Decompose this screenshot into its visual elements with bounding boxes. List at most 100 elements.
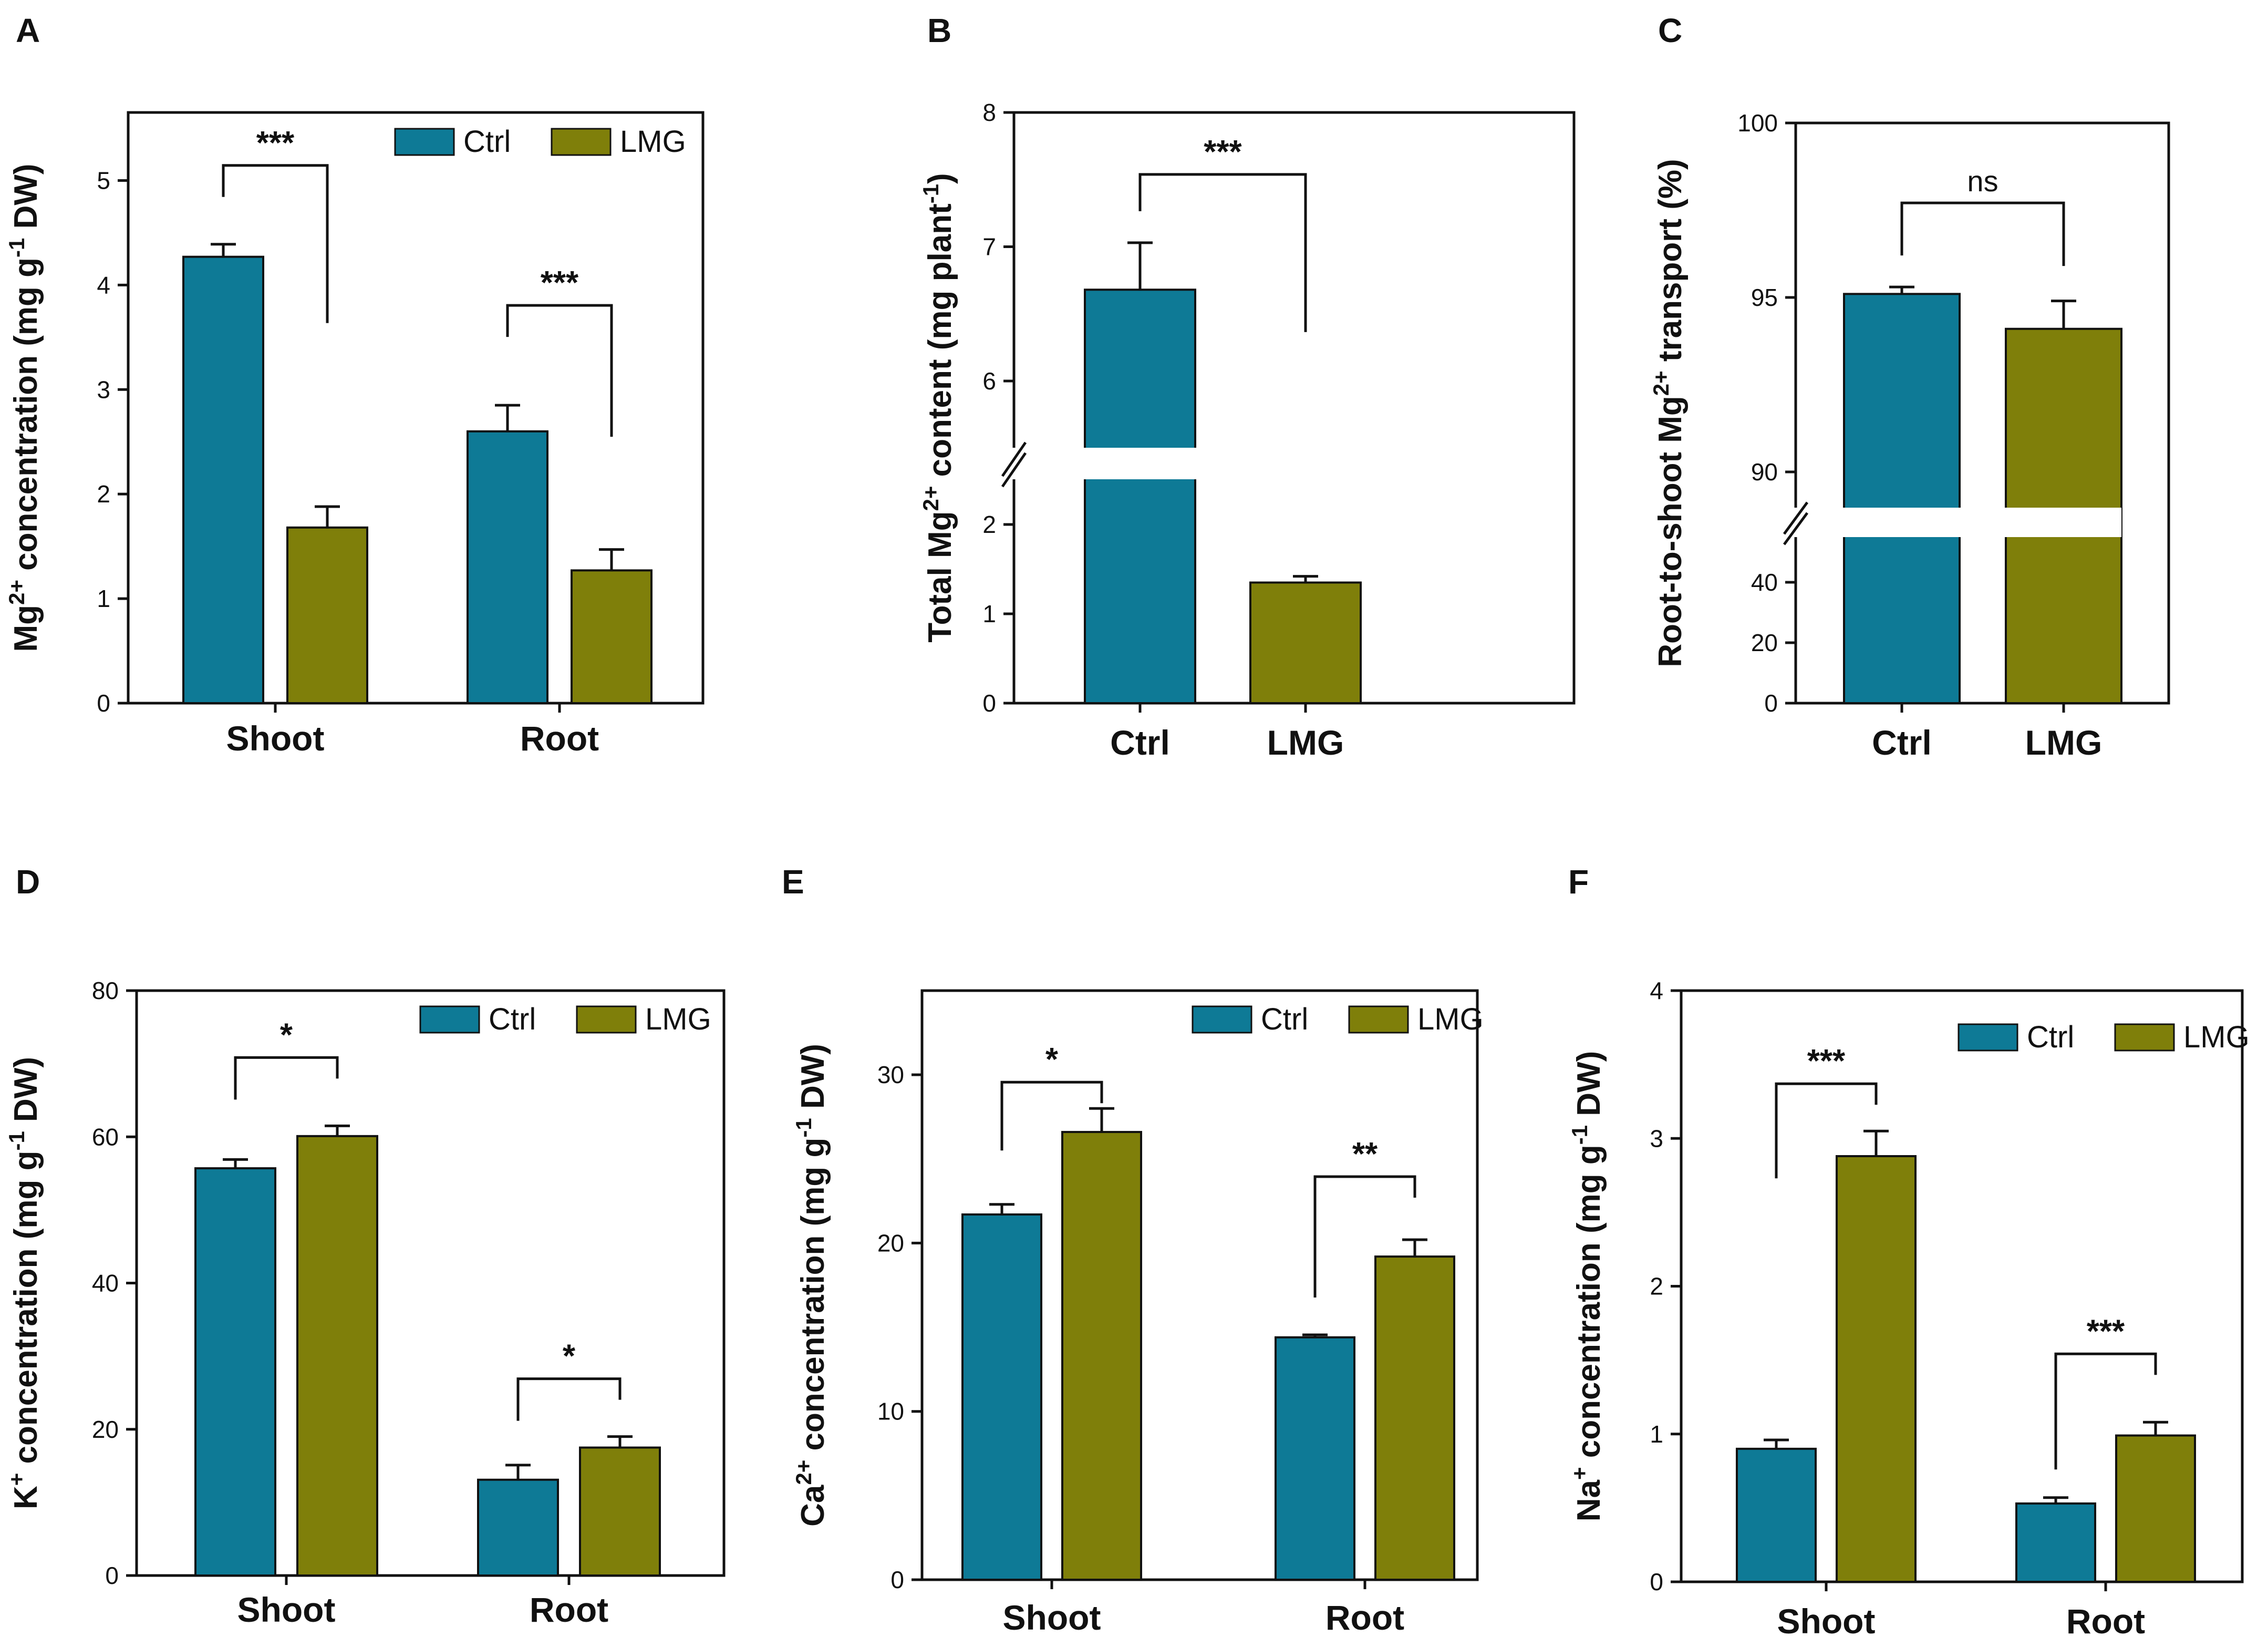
y-tick-label: 8 xyxy=(982,99,996,126)
bar-lmg-shoot xyxy=(286,526,368,704)
significance-bracket xyxy=(1000,1080,1103,1151)
legend-swatch-ctrl xyxy=(1192,1005,1252,1034)
error-bar xyxy=(495,404,520,431)
y-axis-label-part: 2+ xyxy=(4,580,29,605)
plot-frame xyxy=(127,111,705,705)
y-tick-label: 6 xyxy=(982,367,996,395)
y-tick-label: 5 xyxy=(97,167,110,194)
legend-swatch-lmg xyxy=(551,128,612,156)
panel-d: D 0 20 40 60 80 K+ concentration (mg g-1 DW) * S… xyxy=(4,863,726,1629)
axis-break-gap xyxy=(1780,508,2121,537)
y-tick-label: 95 xyxy=(1751,284,1778,311)
x-category-label: Shoot xyxy=(226,719,325,758)
bar-ctrl-shoot xyxy=(1736,1447,1817,1583)
y-axis-label-part: + xyxy=(4,1473,29,1486)
panel-f: F 0 1 2 3 4 Na+ concentration (mg g-1 DW) *** Sh… xyxy=(1567,863,2250,1637)
bar-lmg-root xyxy=(571,569,653,705)
legend-label-ctrl: Ctrl xyxy=(2027,1020,2074,1054)
y-tick-label: 60 xyxy=(92,1123,119,1150)
y-tick-label: 1 xyxy=(97,585,110,612)
y-axis-label-part: Root-to-shoot Mg xyxy=(1652,396,1689,667)
y-axis-label-part: transport (%) xyxy=(1652,159,1689,370)
y-axis-label-part: -1 xyxy=(918,184,943,203)
y-tick-label: 1 xyxy=(982,600,996,627)
error-bar xyxy=(315,505,340,528)
y-tick-label: 2 xyxy=(1650,1273,1663,1300)
y-tick-label: 7 xyxy=(982,233,996,261)
error-bar xyxy=(505,1464,531,1480)
y-axis-label-part: DW) xyxy=(8,1057,44,1131)
y-tick-label: 0 xyxy=(890,1566,904,1593)
error-bar xyxy=(211,243,236,257)
panel-c: C 0 20 40 90 95 100 Root-to-shoot Mg2+ transpor… xyxy=(1649,12,2170,762)
error-bar xyxy=(2051,300,2076,329)
y-tick-label: 40 xyxy=(1751,569,1778,596)
y-axis-label-part: + xyxy=(1567,1467,1592,1480)
significance-bracket xyxy=(1138,173,1307,332)
legend-label-ctrl: Ctrl xyxy=(489,1002,536,1036)
panel-letter: E xyxy=(782,863,804,901)
y-axis-label-part: DW) xyxy=(1571,1051,1607,1125)
error-bar xyxy=(1402,1238,1427,1257)
y-axis-label-part: concentration (mg g xyxy=(795,1138,831,1460)
legend-swatch-lmg xyxy=(1348,1005,1409,1034)
error-bar xyxy=(325,1124,350,1136)
y-axis-label: Mg2+ concentration (mg g-1 DW) xyxy=(4,163,44,652)
error-bar xyxy=(1764,1438,1789,1449)
panel-b: B 0 1 2 6 7 8 Total Mg2+ content (mg plant-1) Ct… xyxy=(918,12,1576,762)
panel-e: E 0 10 20 30 Ca2+ concentration (mg g-1 DW) * S… xyxy=(782,863,1484,1637)
axis-break-mark xyxy=(1783,512,1809,545)
legend-swatch-ctrl xyxy=(1958,1023,2018,1052)
panel-a: A 0 1 2 3 4 5 Mg2+ concentration (mg g-1 DW) ***… xyxy=(4,12,705,758)
x-category-label: Root xyxy=(530,1590,608,1629)
y-axis-label-part: Total Mg xyxy=(922,511,958,642)
y-tick-label: 30 xyxy=(877,1061,904,1088)
legend-label-ctrl: Ctrl xyxy=(1261,1002,1308,1036)
significance-bracket xyxy=(1775,1082,1878,1179)
x-category-label: Ctrl xyxy=(1110,723,1170,762)
error-bar xyxy=(2043,1496,2068,1504)
y-tick-label: 90 xyxy=(1751,458,1778,486)
y-axis-label: Total Mg2+ content (mg plant-1) xyxy=(918,173,958,642)
plot-frame xyxy=(920,989,1479,1581)
x-category-label: LMG xyxy=(2025,723,2103,762)
y-tick-label: 0 xyxy=(105,1562,119,1589)
y-axis-label-part: 2+ xyxy=(1649,370,1673,396)
y-axis-label-part: concentration (mg g xyxy=(1571,1145,1607,1467)
legend-label-ctrl: Ctrl xyxy=(463,125,511,159)
bar-lmg-shoot xyxy=(1836,1155,1917,1583)
error-bar xyxy=(1863,1129,1889,1156)
x-category-label: Root xyxy=(1325,1598,1404,1637)
y-tick-label: 2 xyxy=(982,511,996,538)
y-tick-label: 0 xyxy=(97,689,110,717)
legend-label-lmg: LMG xyxy=(1417,1002,1484,1036)
panel-letter: A xyxy=(16,12,40,49)
y-tick-label: 0 xyxy=(1764,689,1778,717)
bar-ctrl-root xyxy=(1275,1336,1355,1581)
significance-bracket xyxy=(1313,1175,1416,1298)
significance-bracket xyxy=(516,1377,622,1421)
y-tick-label: 20 xyxy=(877,1229,904,1257)
significance-bracket xyxy=(2054,1352,2157,1470)
y-axis-label-part: -1 xyxy=(4,238,29,258)
x-category-label: Shoot xyxy=(237,1590,336,1629)
x-category-label: Ctrl xyxy=(1872,723,1932,762)
y-axis-label-part: 2+ xyxy=(918,486,943,511)
y-axis-label-part: concentration (mg g xyxy=(8,1151,44,1473)
error-bar xyxy=(599,548,624,571)
legend-swatch-ctrl xyxy=(419,1005,480,1034)
bar-ctrl-root xyxy=(477,1478,559,1577)
panel-letter: B xyxy=(927,12,951,49)
error-bar xyxy=(1127,241,1153,290)
bar-ctrl xyxy=(1084,289,1196,704)
bar-ctrl-shoot xyxy=(961,1213,1042,1581)
bar-ctrl-root xyxy=(2015,1502,2096,1583)
x-category-label: Shoot xyxy=(1003,1598,1101,1637)
y-tick-label: 0 xyxy=(982,689,996,717)
legend-label-lmg: LMG xyxy=(2183,1020,2250,1054)
y-axis-label: Na+ concentration (mg g-1 DW) xyxy=(1567,1051,1607,1521)
significance-label: *** xyxy=(1807,1043,1846,1079)
significance-label: *** xyxy=(1204,134,1242,170)
y-tick-label: 20 xyxy=(1751,629,1778,656)
